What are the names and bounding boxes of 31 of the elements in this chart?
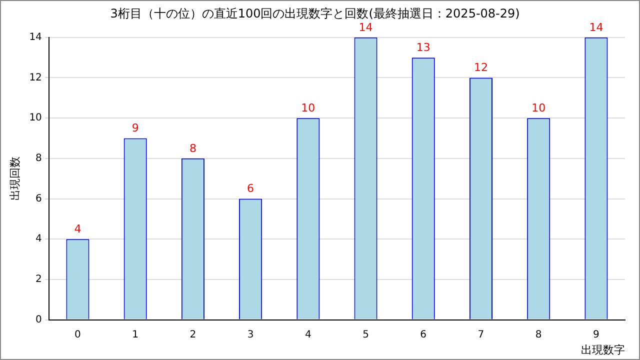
y-tick-label: 2	[36, 274, 42, 286]
x-tick-label: 4	[304, 329, 312, 340]
data-label: 8	[189, 142, 196, 155]
data-label: 6	[247, 182, 254, 196]
y-tick-label: 0	[36, 314, 42, 326]
data-label: 14	[358, 20, 373, 34]
x-tick-label: 7	[478, 329, 484, 340]
x-tick-label: 5	[362, 329, 369, 340]
y-tick-label: 4	[36, 234, 42, 245]
y-tick-label: 12	[29, 72, 42, 84]
x-tick-label: 9	[593, 329, 600, 340]
data-label: 12	[474, 61, 488, 74]
x-tick-label: 0	[74, 329, 81, 340]
x-axis-title: 出現数字	[581, 343, 625, 356]
y-tick-label: 10	[29, 112, 42, 124]
x-tick-label: 3	[247, 329, 254, 340]
y-tick-label: 14	[29, 32, 42, 43]
data-label: 9	[132, 122, 139, 135]
data-label: 13	[416, 40, 430, 54]
data-label: 10	[301, 101, 316, 114]
x-tick-label: 8	[535, 329, 542, 340]
data-label: 14	[589, 20, 604, 34]
x-tick-label: 2	[190, 329, 196, 340]
y-tick-label: 8	[36, 153, 42, 164]
data-label: 10	[532, 101, 546, 114]
y-axis-title: 出現回数	[8, 156, 22, 201]
x-tick-label: 6	[420, 329, 427, 340]
chart-title: 3桁目（十の位）の直近100回の出現数字と回数(最終抽選日：2025-08-29)	[110, 6, 520, 20]
y-tick-label: 6	[36, 193, 42, 204]
data-label: 4	[74, 222, 82, 236]
x-tick-label: 1	[132, 329, 139, 340]
